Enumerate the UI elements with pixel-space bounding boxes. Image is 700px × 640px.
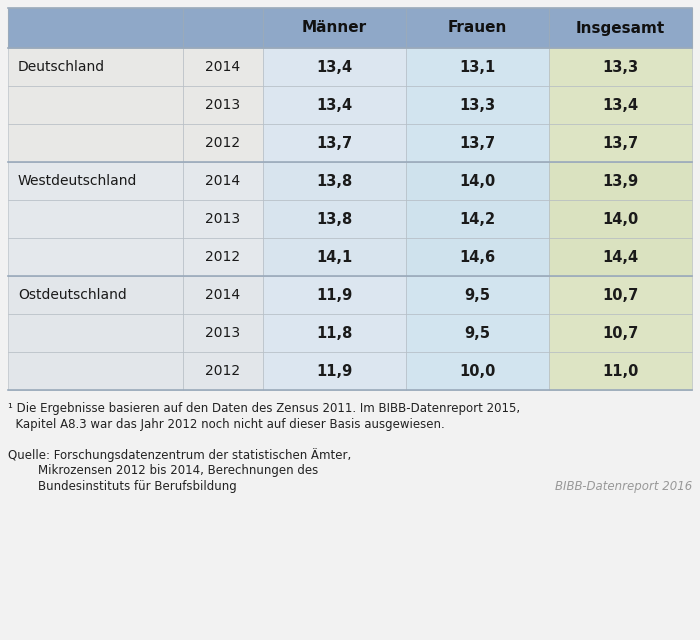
Bar: [549, 276, 692, 314]
Bar: [183, 124, 263, 162]
Bar: [549, 8, 692, 48]
Text: Männer: Männer: [302, 20, 367, 35]
Bar: [183, 352, 263, 390]
Text: Westdeutschland: Westdeutschland: [18, 174, 137, 188]
Text: 10,7: 10,7: [603, 326, 638, 340]
Bar: [549, 162, 692, 200]
Text: 2013: 2013: [205, 212, 241, 226]
Bar: [406, 86, 549, 124]
Text: Frauen: Frauen: [448, 20, 508, 35]
Text: 14,0: 14,0: [603, 211, 638, 227]
Bar: [406, 8, 549, 48]
Text: 13,8: 13,8: [316, 173, 353, 189]
Bar: [263, 48, 406, 86]
Text: 9,5: 9,5: [465, 326, 491, 340]
Bar: [406, 124, 549, 162]
Text: Ostdeutschland: Ostdeutschland: [18, 288, 127, 302]
Bar: [549, 124, 692, 162]
Text: 13,3: 13,3: [459, 97, 496, 113]
Text: 13,3: 13,3: [603, 60, 638, 74]
Bar: [183, 162, 263, 200]
Text: 13,4: 13,4: [603, 97, 638, 113]
Text: 14,4: 14,4: [603, 250, 638, 264]
Text: 14,2: 14,2: [459, 211, 496, 227]
Bar: [549, 238, 692, 276]
Bar: [549, 314, 692, 352]
Text: Deutschland: Deutschland: [18, 60, 105, 74]
Text: 13,4: 13,4: [316, 97, 353, 113]
Bar: [183, 200, 263, 238]
Text: 14,0: 14,0: [459, 173, 496, 189]
Bar: [263, 86, 406, 124]
Bar: [8, 8, 183, 48]
Text: 13,9: 13,9: [603, 173, 638, 189]
Text: ¹ Die Ergebnisse basieren auf den Daten des Zensus 2011. Im BIBB-Datenreport 201: ¹ Die Ergebnisse basieren auf den Daten …: [8, 402, 520, 415]
Bar: [8, 200, 183, 238]
Text: 14,1: 14,1: [316, 250, 353, 264]
Text: 2012: 2012: [205, 136, 241, 150]
Bar: [183, 8, 263, 48]
Text: 2014: 2014: [205, 60, 241, 74]
Text: 13,1: 13,1: [459, 60, 496, 74]
Text: 2013: 2013: [205, 326, 241, 340]
Text: Bundesinstituts für Berufsbildung: Bundesinstituts für Berufsbildung: [8, 480, 237, 493]
Bar: [406, 162, 549, 200]
Text: Insgesamt: Insgesamt: [576, 20, 665, 35]
Bar: [8, 162, 183, 200]
Bar: [406, 48, 549, 86]
Text: 10,7: 10,7: [603, 287, 638, 303]
Text: 13,7: 13,7: [603, 136, 638, 150]
Text: Kapitel A8.3 war das Jahr 2012 noch nicht auf dieser Basis ausgewiesen.: Kapitel A8.3 war das Jahr 2012 noch nich…: [8, 418, 444, 431]
Bar: [183, 48, 263, 86]
Text: 13,7: 13,7: [316, 136, 353, 150]
Bar: [183, 86, 263, 124]
Bar: [549, 86, 692, 124]
Text: 10,0: 10,0: [459, 364, 496, 378]
Text: 2012: 2012: [205, 250, 241, 264]
Bar: [263, 352, 406, 390]
Text: 2014: 2014: [205, 174, 241, 188]
Text: Quelle: Forschungsdatenzentrum der statistischen Ämter,: Quelle: Forschungsdatenzentrum der stati…: [8, 448, 351, 462]
Bar: [263, 200, 406, 238]
Bar: [183, 276, 263, 314]
Text: 13,8: 13,8: [316, 211, 353, 227]
Text: 11,9: 11,9: [316, 364, 353, 378]
Bar: [8, 48, 183, 86]
Bar: [263, 238, 406, 276]
Text: 11,8: 11,8: [316, 326, 353, 340]
Text: BIBB-Datenreport 2016: BIBB-Datenreport 2016: [554, 480, 692, 493]
Bar: [406, 238, 549, 276]
Bar: [183, 238, 263, 276]
Text: 11,9: 11,9: [316, 287, 353, 303]
Text: Mikrozensen 2012 bis 2014, Berechnungen des: Mikrozensen 2012 bis 2014, Berechnungen …: [8, 464, 318, 477]
Bar: [549, 48, 692, 86]
Bar: [263, 162, 406, 200]
Bar: [263, 8, 406, 48]
Text: 13,4: 13,4: [316, 60, 353, 74]
Bar: [406, 200, 549, 238]
Bar: [406, 276, 549, 314]
Bar: [183, 314, 263, 352]
Text: 13,7: 13,7: [459, 136, 496, 150]
Bar: [8, 276, 183, 314]
Bar: [8, 314, 183, 352]
Bar: [549, 200, 692, 238]
Bar: [406, 352, 549, 390]
Bar: [8, 124, 183, 162]
Bar: [263, 276, 406, 314]
Text: 2014: 2014: [205, 288, 241, 302]
Bar: [8, 86, 183, 124]
Bar: [549, 352, 692, 390]
Text: 9,5: 9,5: [465, 287, 491, 303]
Bar: [406, 314, 549, 352]
Bar: [263, 314, 406, 352]
Text: 2012: 2012: [205, 364, 241, 378]
Bar: [263, 124, 406, 162]
Bar: [8, 352, 183, 390]
Text: 11,0: 11,0: [602, 364, 638, 378]
Text: 2013: 2013: [205, 98, 241, 112]
Text: 14,6: 14,6: [459, 250, 496, 264]
Bar: [8, 238, 183, 276]
